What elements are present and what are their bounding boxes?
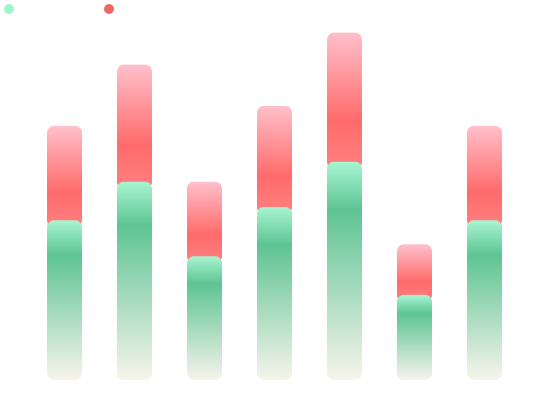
bar-series-1-category-6[interactable]	[397, 294, 432, 380]
bar-series-2-category-5[interactable]	[327, 32, 362, 169]
legend-swatch-series-2	[104, 4, 114, 14]
legend-swatch-series-1	[4, 4, 14, 14]
bar-series-1-category-7[interactable]	[467, 220, 502, 380]
bar-series-1-category-4[interactable]	[257, 207, 292, 380]
bar-series-2-category-2[interactable]	[117, 64, 152, 189]
chart-legend	[4, 3, 118, 15]
legend-item-series-2[interactable]	[104, 3, 118, 15]
bar-series-1-category-2[interactable]	[117, 181, 152, 380]
bar-series-1-category-5[interactable]	[327, 161, 362, 380]
bars-group	[47, 32, 502, 380]
bar-series-2-category-1[interactable]	[47, 125, 82, 228]
bar-series-1-category-1[interactable]	[47, 220, 82, 380]
bar-series-2-category-3[interactable]	[187, 181, 222, 264]
bar-series-2-category-6[interactable]	[397, 244, 432, 302]
legend-item-series-1[interactable]	[4, 3, 18, 15]
bar-series-1-category-3[interactable]	[187, 256, 222, 380]
bar-series-2-category-7[interactable]	[467, 125, 502, 228]
bar-series-2-category-4[interactable]	[257, 105, 292, 214]
